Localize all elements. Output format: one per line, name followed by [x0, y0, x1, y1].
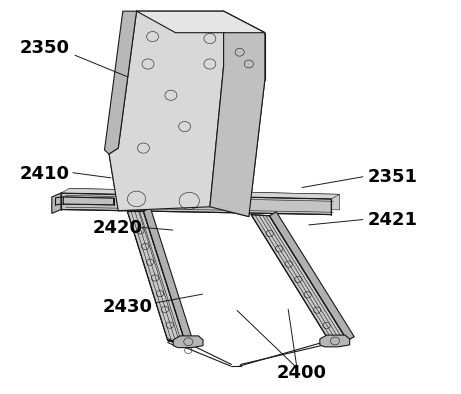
Text: 2400: 2400 [276, 364, 326, 382]
Text: 2420: 2420 [93, 219, 143, 237]
Polygon shape [52, 193, 61, 214]
Polygon shape [105, 11, 136, 154]
Text: 2430: 2430 [102, 297, 152, 316]
Text: 2351: 2351 [368, 169, 418, 186]
Text: 2350: 2350 [20, 39, 70, 58]
Polygon shape [173, 336, 203, 348]
Polygon shape [63, 197, 114, 205]
Polygon shape [143, 208, 192, 340]
Polygon shape [61, 188, 340, 199]
Polygon shape [109, 11, 224, 211]
Polygon shape [210, 11, 265, 217]
Text: 2410: 2410 [20, 165, 70, 182]
Polygon shape [320, 335, 349, 347]
Text: 2421: 2421 [368, 212, 418, 229]
Polygon shape [251, 215, 347, 340]
Polygon shape [69, 188, 340, 210]
Polygon shape [127, 212, 185, 340]
Polygon shape [269, 212, 354, 340]
Polygon shape [61, 193, 331, 215]
Polygon shape [136, 11, 265, 33]
